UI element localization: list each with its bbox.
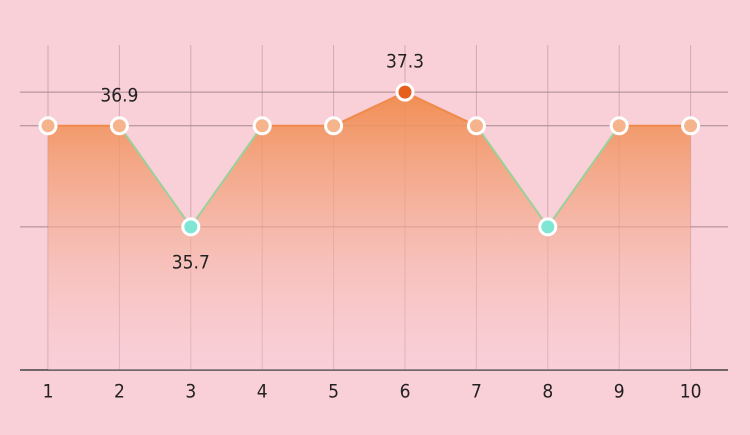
line-segment <box>404 91 477 127</box>
line-segment <box>546 125 621 228</box>
point <box>181 217 201 237</box>
line-segment <box>333 91 406 127</box>
line-segment <box>118 125 192 228</box>
x-tick-label: 3 <box>185 381 196 403</box>
x-tick-label: 1 <box>43 381 54 403</box>
point <box>609 116 629 136</box>
point <box>395 82 415 102</box>
value-label: 36.9 <box>100 84 138 106</box>
x-tick-label: 6 <box>400 381 411 403</box>
x-tick-label: 9 <box>614 381 625 403</box>
point <box>466 116 486 136</box>
x-tick-label: 5 <box>328 381 339 403</box>
value-label: 35.7 <box>172 251 210 273</box>
x-tick-label: 4 <box>257 381 268 403</box>
x-tick-label: 2 <box>114 381 125 403</box>
x-tick-label: 10 <box>680 381 702 403</box>
area <box>48 92 691 371</box>
line-segment <box>475 125 549 228</box>
point <box>538 217 558 237</box>
point <box>252 116 272 136</box>
line-segment <box>189 125 264 228</box>
x-tick-label: 7 <box>471 381 482 403</box>
point <box>681 116 701 136</box>
point <box>109 116 129 136</box>
value-label: 37.3 <box>386 51 424 73</box>
point <box>38 116 58 136</box>
point <box>324 116 344 136</box>
x-tick-label: 8 <box>542 381 553 403</box>
